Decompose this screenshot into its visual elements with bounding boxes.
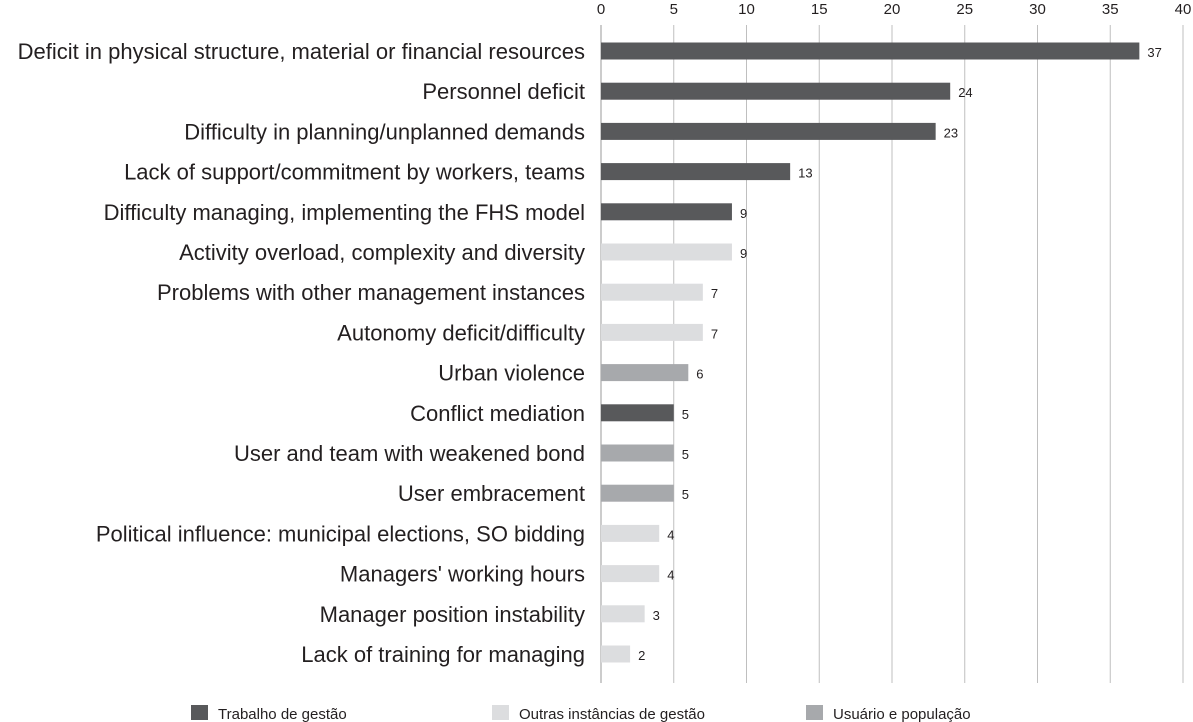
data-label: 6 — [696, 367, 703, 382]
data-label: 4 — [667, 568, 674, 583]
data-label: 7 — [711, 326, 718, 341]
data-label: 9 — [740, 206, 747, 221]
category-label: Political influence: municipal elections… — [96, 521, 585, 546]
data-label: 37 — [1147, 45, 1161, 60]
bar — [601, 605, 645, 623]
category-label: Urban violence — [438, 361, 585, 386]
data-labels: 37 24 23 13 9 9 7 7 6 5 5 5 4 4 3 2 — [638, 45, 1162, 663]
category-labels: Deficit in physical structure, material … — [18, 39, 585, 667]
legend-label: Trabalho de gestão — [218, 706, 347, 722]
legend-label: Outras instâncias de gestão — [519, 706, 705, 722]
bar — [601, 404, 674, 422]
x-axis-ticks: 0 5 10 15 20 25 30 35 40 — [597, 1, 1192, 18]
bar — [601, 122, 936, 140]
category-label: Activity overload, complexity and divers… — [179, 240, 585, 265]
bar — [601, 203, 732, 221]
bar — [601, 163, 791, 181]
legend-swatch — [806, 705, 823, 720]
x-tick-label: 20 — [884, 1, 901, 18]
x-tick-label: 25 — [956, 1, 973, 18]
bar — [601, 323, 703, 341]
bars — [601, 42, 1140, 663]
category-label: Lack of support/commitment by workers, t… — [124, 160, 585, 185]
category-label: User embracement — [398, 481, 585, 506]
category-label: Difficulty in planning/unplanned demands — [184, 119, 585, 144]
category-label: User and team with weakened bond — [234, 441, 585, 466]
data-label: 13 — [798, 166, 812, 181]
bar — [601, 283, 703, 301]
x-tick-label: 0 — [597, 1, 605, 18]
category-label: Lack of training for managing — [301, 642, 585, 667]
category-label: Difficulty managing, implementing the FH… — [104, 200, 585, 225]
x-tick-label: 5 — [670, 1, 678, 18]
bar — [601, 484, 674, 502]
x-tick-label: 30 — [1029, 1, 1046, 18]
x-tick-label: 35 — [1102, 1, 1119, 18]
data-label: 7 — [711, 286, 718, 301]
category-label: Problems with other management instances — [157, 280, 585, 305]
legend-swatch — [492, 705, 509, 720]
bar — [601, 243, 732, 261]
data-label: 23 — [944, 125, 958, 140]
legend: Trabalho de gestão Outras instâncias de g… — [191, 705, 971, 722]
bar — [601, 444, 674, 462]
x-tick-label: 40 — [1175, 1, 1192, 18]
x-tick-label: 15 — [811, 1, 828, 18]
category-label: Manager position instability — [320, 602, 585, 627]
data-label: 5 — [682, 407, 689, 422]
legend-label: Usuário e população — [833, 706, 971, 722]
data-label: 4 — [667, 527, 674, 542]
bar — [601, 42, 1140, 60]
category-label: Managers' working hours — [340, 562, 585, 587]
category-label: Deficit in physical structure, material … — [18, 39, 585, 64]
data-label: 3 — [653, 608, 660, 623]
category-label: Autonomy deficit/difficulty — [337, 320, 585, 345]
bar — [601, 565, 660, 583]
data-label: 5 — [682, 447, 689, 462]
data-label: 24 — [958, 85, 972, 100]
bar — [601, 82, 951, 100]
bar — [601, 364, 689, 382]
data-label: 9 — [740, 246, 747, 261]
bar — [601, 524, 660, 542]
bar — [601, 645, 631, 663]
data-label: 2 — [638, 648, 645, 663]
category-label: Personnel deficit — [422, 79, 585, 104]
category-label: Conflict mediation — [410, 401, 585, 426]
x-tick-label: 10 — [738, 1, 755, 18]
data-label: 5 — [682, 487, 689, 502]
legend-swatch — [191, 705, 208, 720]
